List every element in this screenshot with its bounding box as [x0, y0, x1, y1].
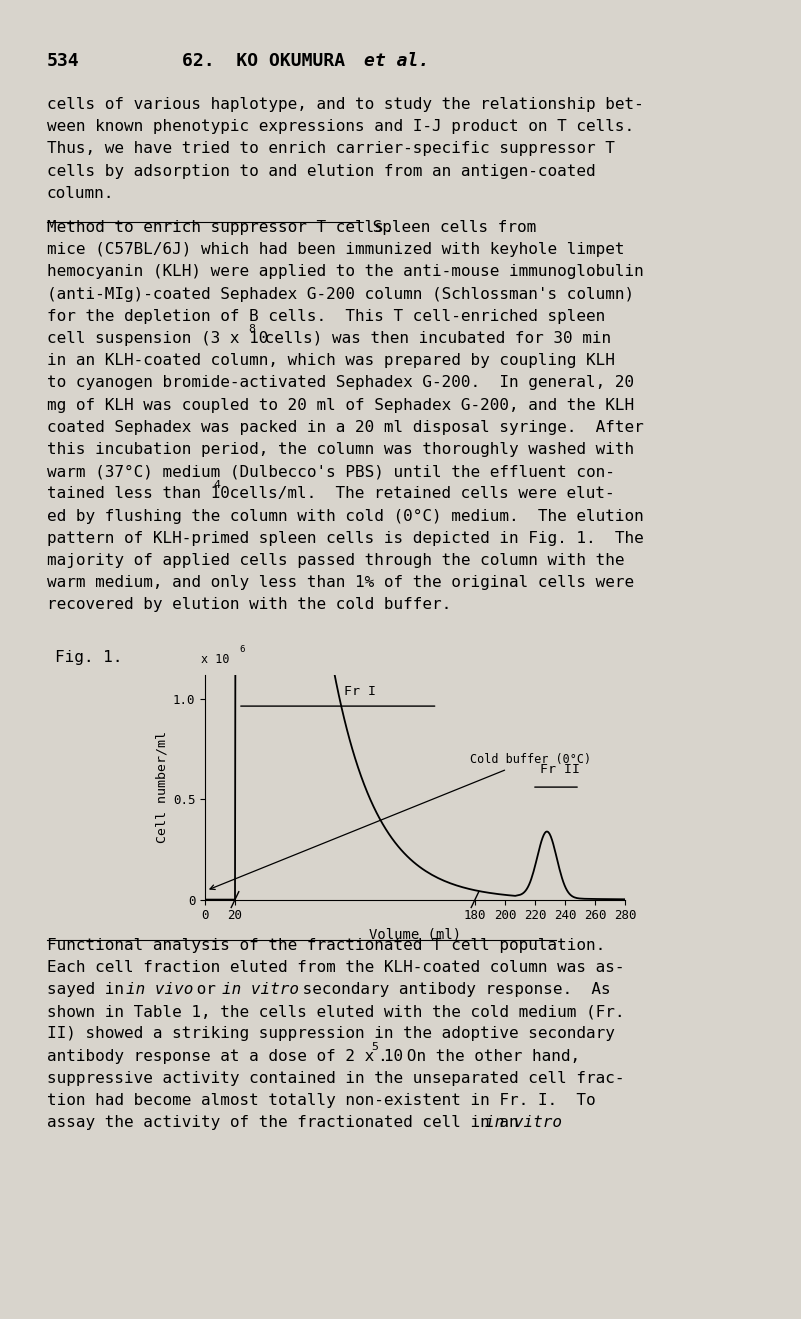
- Text: mg of KLH was coupled to 20 ml of Sephadex G-200, and the KLH: mg of KLH was coupled to 20 ml of Sephad…: [47, 397, 634, 413]
- Text: or: or: [187, 983, 226, 997]
- Text: cells by adsorption to and elution from an antigen-coated: cells by adsorption to and elution from …: [47, 164, 596, 178]
- Text: Cold buffer (0°C): Cold buffer (0°C): [210, 753, 590, 889]
- Text: warm (37°C) medium (Dulbecco's PBS) until the effluent con-: warm (37°C) medium (Dulbecco's PBS) unti…: [47, 464, 615, 479]
- Text: pattern of KLH-primed spleen cells is depicted in Fig. 1.  The: pattern of KLH-primed spleen cells is de…: [47, 530, 644, 546]
- Text: cell suspension (3 x 10: cell suspension (3 x 10: [47, 331, 268, 346]
- Text: cells/ml.  The retained cells were elut-: cells/ml. The retained cells were elut-: [220, 487, 614, 501]
- Text: .  On the other hand,: . On the other hand,: [378, 1049, 580, 1063]
- Text: in vitro: in vitro: [485, 1115, 562, 1130]
- Text: in vivo: in vivo: [126, 983, 193, 997]
- Text: tained less than 10: tained less than 10: [47, 487, 230, 501]
- Text: ed by flushing the column with cold (0°C) medium.  The elution: ed by flushing the column with cold (0°C…: [47, 509, 644, 524]
- X-axis label: Volume (ml): Volume (ml): [369, 927, 461, 942]
- Text: 4: 4: [214, 480, 220, 489]
- Text: majority of applied cells passed through the column with the: majority of applied cells passed through…: [47, 553, 625, 568]
- Text: mice (C57BL/6J) which had been immunized with keyhole limpet: mice (C57BL/6J) which had been immunized…: [47, 243, 625, 257]
- Text: sayed in: sayed in: [47, 983, 134, 997]
- Text: hemocyanin (KLH) were applied to the anti-mouse immunoglobulin: hemocyanin (KLH) were applied to the ant…: [47, 264, 644, 280]
- Text: this incubation period, the column was thoroughly washed with: this incubation period, the column was t…: [47, 442, 634, 456]
- Text: to cyanogen bromide-activated Sephadex G-200.  In general, 20: to cyanogen bromide-activated Sephadex G…: [47, 376, 634, 390]
- Text: secondary antibody response.  As: secondary antibody response. As: [292, 983, 610, 997]
- Text: et al.: et al.: [364, 51, 429, 70]
- Text: Method to enrich suppressor T cells.: Method to enrich suppressor T cells.: [47, 220, 393, 235]
- Text: warm medium, and only less than 1% of the original cells were: warm medium, and only less than 1% of th…: [47, 575, 634, 590]
- Text: Each cell fraction eluted from the KLH-coated column was as-: Each cell fraction eluted from the KLH-c…: [47, 960, 625, 975]
- Text: assay the activity of the fractionated cell in an: assay the activity of the fractionated c…: [47, 1115, 528, 1130]
- Text: recovered by elution with the cold buffer.: recovered by elution with the cold buffe…: [47, 598, 451, 612]
- Text: tion had become almost totally non-existent in Fr. I.  To: tion had become almost totally non-exist…: [47, 1093, 596, 1108]
- Text: 6: 6: [239, 645, 245, 654]
- Text: Fr II: Fr II: [540, 762, 580, 776]
- Text: (anti-MIg)-coated Sephadex G-200 column (Schlossman's column): (anti-MIg)-coated Sephadex G-200 column …: [47, 286, 634, 302]
- Text: 534: 534: [47, 51, 79, 70]
- Text: cells) was then incubated for 30 min: cells) was then incubated for 30 min: [255, 331, 611, 346]
- Text: antibody response at a dose of 2 x 10: antibody response at a dose of 2 x 10: [47, 1049, 403, 1063]
- Text: in an KLH-coated column, which was prepared by coupling KLH: in an KLH-coated column, which was prepa…: [47, 353, 615, 368]
- Text: coated Sephadex was packed in a 20 ml disposal syringe.  After: coated Sephadex was packed in a 20 ml di…: [47, 419, 644, 435]
- Text: ween known phenotypic expressions and I-J product on T cells.: ween known phenotypic expressions and I-…: [47, 119, 634, 135]
- Text: 62.  KO OKUMURA: 62. KO OKUMURA: [182, 51, 356, 70]
- Text: Fr I: Fr I: [344, 686, 376, 698]
- Text: shown in Table 1, the cells eluted with the cold medium (Fr.: shown in Table 1, the cells eluted with …: [47, 1004, 625, 1020]
- Text: cells of various haplotype, and to study the relationship bet-: cells of various haplotype, and to study…: [47, 98, 644, 112]
- Text: Spleen cells from: Spleen cells from: [363, 220, 536, 235]
- Text: II) showed a striking suppression in the adoptive secondary: II) showed a striking suppression in the…: [47, 1026, 615, 1042]
- Text: Fig. 1.: Fig. 1.: [55, 649, 123, 665]
- Text: 8: 8: [248, 324, 256, 335]
- Text: 5: 5: [372, 1042, 378, 1053]
- Y-axis label: Cell number/ml: Cell number/ml: [155, 731, 169, 843]
- Text: for the depletion of B cells.  This T cell-enriched spleen: for the depletion of B cells. This T cel…: [47, 309, 606, 323]
- Text: in vitro: in vitro: [223, 983, 300, 997]
- Text: suppressive activity contained in the unseparated cell frac-: suppressive activity contained in the un…: [47, 1071, 625, 1086]
- Text: column.: column.: [47, 186, 115, 200]
- Text: Functional analysis of the fractionated T cell population.: Functional analysis of the fractionated …: [47, 938, 606, 952]
- Text: Thus, we have tried to enrich carrier-specific suppressor T: Thus, we have tried to enrich carrier-sp…: [47, 141, 615, 157]
- Text: x 10: x 10: [201, 653, 229, 666]
